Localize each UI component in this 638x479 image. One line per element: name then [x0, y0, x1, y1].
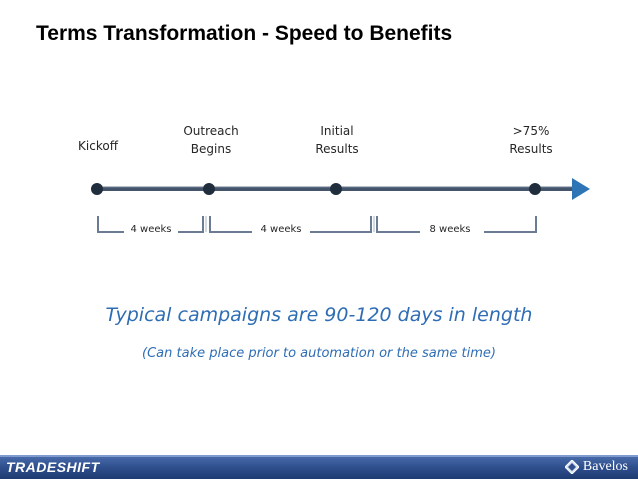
interval-bracket-1 — [97, 216, 204, 233]
milestone-label-75-results: >75% Results — [509, 124, 553, 156]
milestone-dot-outreach-begins — [203, 183, 215, 195]
footer-bar: TRADESHIFT Bavelos — [0, 455, 638, 479]
subline-text: (Can take place prior to automation or t… — [142, 346, 496, 361]
interval-bracket-3 — [376, 216, 537, 233]
interval-bracket-2 — [209, 216, 372, 233]
bavelos-diamond-icon — [564, 460, 579, 474]
milestone-dot-initial-results — [330, 183, 342, 195]
milestone-label-outreach-begins: Outreach Begins — [183, 124, 239, 156]
milestone-dot-kickoff — [91, 183, 103, 195]
interval-label-2: 4 weeks — [260, 224, 302, 235]
headline-text: Typical campaigns are 90-120 days in len… — [105, 304, 533, 326]
milestone-dot-75-results — [529, 183, 541, 195]
slide-title: Terms Transformation - Speed to Benefits — [36, 22, 453, 45]
interval-label-3: 8 weeks — [429, 224, 471, 235]
bavelos-logo: Bavelos — [564, 459, 628, 475]
timeline-diagram — [91, 178, 590, 233]
interval-label-1: 4 weeks — [130, 224, 172, 235]
tradeshift-logo: TRADESHIFT — [6, 459, 100, 475]
bavelos-logo-text: Bavelos — [582, 459, 628, 474]
milestone-label-initial-results: Initial Results — [315, 124, 359, 156]
timeline-arrowhead — [572, 178, 590, 200]
milestone-label-kickoff: Kickoff — [78, 139, 118, 153]
